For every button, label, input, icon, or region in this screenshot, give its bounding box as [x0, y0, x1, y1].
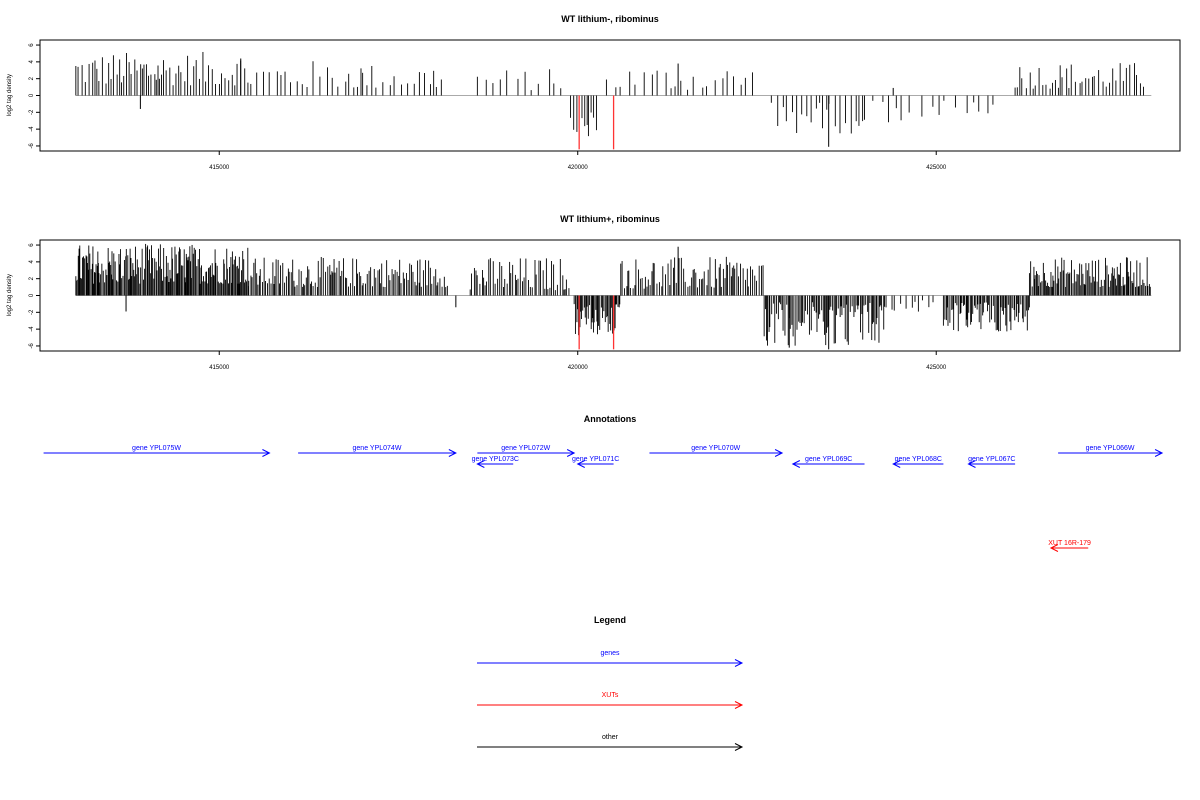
y-tick-label: 2: [29, 76, 35, 80]
legend-items: genes XUTs other: [477, 650, 744, 751]
annotation-arrowhead: [476, 460, 485, 468]
legend-item: genes: [477, 650, 744, 667]
legend-arrowhead: [734, 701, 744, 709]
annotation-label: gene YPL066W: [1086, 445, 1135, 452]
annotation-gene: gene YPL072W: [477, 445, 576, 457]
annotation-gene: gene YPL074W: [298, 445, 457, 457]
annotation-arrowhead: [262, 449, 271, 457]
x-tick-label: 415000: [209, 365, 230, 371]
x-tick-label: 420000: [568, 365, 589, 371]
panel2-title: WT lithium+, ribominus: [560, 214, 660, 224]
y-tick-label: 6: [29, 43, 35, 47]
panel1-title: WT lithium-, ribominus: [561, 14, 659, 24]
annotation-gene: gene YPL067C: [967, 456, 1015, 468]
annotation-arrowhead: [1154, 449, 1164, 457]
annotation-arrowhead: [774, 449, 784, 457]
annotation-label: gene YPL068C: [895, 456, 942, 463]
annotation-label: gene YPL074W: [353, 445, 402, 452]
y-tick-label: 0: [29, 293, 35, 297]
panel1-x-axis: 415000 420000 425000: [209, 151, 947, 171]
legend-title: Legend: [594, 615, 626, 625]
annotation-arrowhead: [1049, 544, 1059, 552]
y-tick-label: -4: [29, 326, 35, 332]
x-tick-label: 420000: [568, 165, 589, 171]
y-tick-label: 6: [29, 243, 35, 247]
annotation-arrowhead: [967, 460, 976, 468]
annotation-label: gene YPL070W: [691, 445, 740, 452]
y-tick-label: 4: [29, 260, 35, 264]
annotation-label: XUT 16R-179: [1048, 540, 1091, 547]
y-tick-label: -6: [29, 143, 35, 149]
annotation-gene: gene YPL073C: [472, 456, 519, 468]
annotation-label: gene YPL067C: [968, 456, 1015, 463]
y-tick-label: 4: [29, 60, 35, 64]
panel1-y-axis: -6 -4 -2 0 2 4 6: [29, 43, 40, 149]
legend-arrowhead: [734, 743, 744, 751]
panel2-x-axis: 415000 420000 425000: [209, 351, 947, 371]
annotation-gene: gene YPL066W: [1058, 445, 1164, 457]
annotations-panel: Annotations gene YPL075W gene YPL074W gene…: [43, 414, 1164, 552]
panel2-ylabel: log2 tag density: [7, 274, 13, 316]
annotation-label: gene YPL071C: [572, 456, 619, 463]
annotation-gene: gene YPL075W: [43, 445, 271, 457]
annotations-title: Annotations: [584, 414, 637, 424]
panel2-y-axis: -6 -4 -2 0 2 4 6: [29, 243, 40, 349]
y-tick-label: -4: [29, 126, 35, 132]
panel-lithium-plus: WT lithium+, ribominus log2 tag density …: [7, 214, 1181, 371]
annotation-label: gene YPL069C: [805, 456, 852, 463]
legend-label: genes: [600, 650, 620, 657]
y-tick-label: 2: [29, 276, 35, 280]
annotation-label: gene YPL075W: [132, 445, 181, 452]
annotation-track: gene YPL075W gene YPL074W gene YPL072W gene…: [43, 445, 1164, 552]
panel1-ylabel: log2 tag density: [7, 74, 13, 116]
annotation-arrowhead: [892, 460, 901, 468]
annotation-label: gene YPL072W: [501, 445, 550, 452]
y-tick-label: -6: [29, 343, 35, 349]
annotation-xut: XUT 16R-179: [1048, 540, 1091, 552]
annotation-arrowhead: [566, 449, 576, 457]
annotation-arrowhead: [576, 460, 585, 468]
legend-label: XUTs: [602, 692, 619, 699]
panel1-bars: [75, 51, 1152, 150]
x-tick-label: 415000: [209, 165, 230, 171]
annotation-gene: gene YPL069C: [791, 456, 865, 468]
annotation-gene: gene YPL070W: [649, 445, 784, 457]
panel-lithium-minus: WT lithium-, ribominus log2 tag density …: [7, 14, 1181, 171]
x-tick-label: 425000: [926, 365, 947, 371]
legend-item: other: [477, 734, 744, 751]
y-tick-label: 0: [29, 93, 35, 97]
x-tick-label: 425000: [926, 165, 947, 171]
annotation-arrowhead: [448, 449, 457, 457]
annotation-label: gene YPL073C: [472, 456, 519, 463]
panel2-bars: [75, 243, 1152, 350]
legend-item: XUTs: [477, 692, 744, 709]
legend-label: other: [602, 734, 619, 741]
annotation-gene: gene YPL071C: [572, 456, 619, 468]
annotation-arrowhead: [791, 460, 801, 468]
annotation-gene: gene YPL068C: [892, 456, 944, 468]
y-tick-label: -2: [29, 309, 35, 315]
legend-panel: Legend genes XUTs other: [477, 615, 744, 751]
legend-arrowhead: [734, 659, 744, 667]
y-tick-label: -2: [29, 109, 35, 115]
